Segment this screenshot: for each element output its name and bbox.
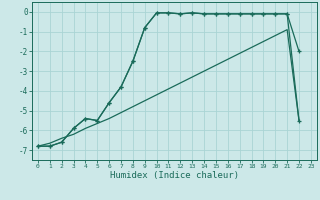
X-axis label: Humidex (Indice chaleur): Humidex (Indice chaleur) <box>110 171 239 180</box>
